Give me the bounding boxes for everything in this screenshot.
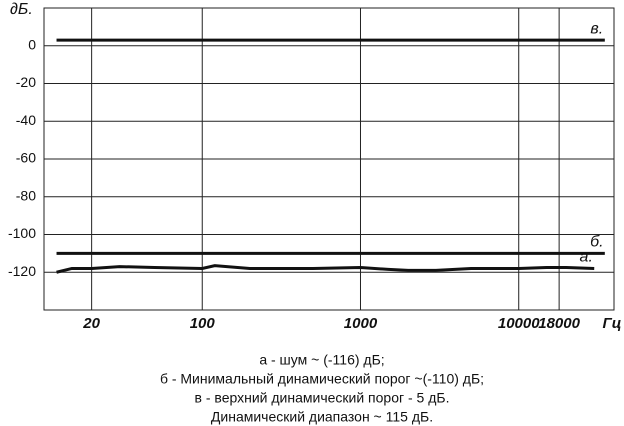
x-tick-label: 20 — [82, 315, 100, 332]
x-tick-label: 1000 — [344, 315, 378, 332]
y-tick-label: -100 — [8, 225, 36, 241]
y-tick-label: -80 — [16, 187, 36, 203]
series-label: в. — [590, 20, 603, 37]
series-line — [56, 264, 595, 274]
caption-line: а - шум ~ (-116) дБ; — [259, 352, 384, 368]
y-tick-label: 0 — [28, 36, 36, 52]
y-axis-label: ∂Б. — [10, 1, 33, 18]
y-tick-label: -120 — [8, 263, 36, 279]
y-tick-label: -20 — [16, 74, 36, 90]
series-label: а. — [580, 249, 593, 266]
caption-line: Динамический диапазон ~ 115 дБ. — [211, 409, 433, 425]
x-tick-label: 10000 — [498, 315, 540, 332]
y-tick-label: -60 — [16, 150, 36, 166]
y-tick-label: -40 — [16, 112, 36, 128]
caption-line: в - верхний динамический порог - 5 дБ. — [195, 390, 450, 406]
x-axis-label: Гц — [603, 315, 622, 332]
caption-line: б - Минимальный динамический порог ~(-11… — [160, 371, 484, 387]
x-tick-label: 100 — [190, 315, 216, 332]
x-tick-label: 18000 — [538, 315, 580, 332]
series-label: б. — [590, 234, 603, 251]
